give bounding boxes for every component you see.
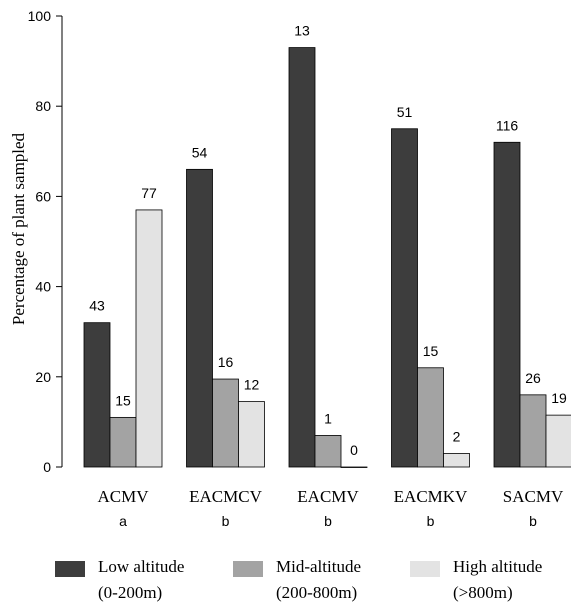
y-tick-label: 80: [35, 98, 51, 114]
category-label: EACMKV: [394, 487, 468, 506]
bar-count-label: 77: [141, 185, 157, 201]
bar-count-label: 2: [453, 428, 461, 444]
legend: Low altitude (0-200m) Mid-altitude (200-800…: [55, 557, 542, 602]
y-tick-label: 20: [35, 369, 51, 385]
bar: [545, 414, 571, 468]
bar-count-label: 51: [397, 104, 413, 120]
bar: [391, 128, 418, 468]
category-label: ACMV: [97, 487, 149, 506]
bar-count-label: 43: [89, 298, 105, 314]
category-label: SACMV: [503, 487, 564, 506]
bar: [340, 466, 368, 468]
bar-labels: 43 15 77 54 16 12 13 1 0 51 15 2 116 26 19: [89, 23, 567, 458]
bar: [519, 394, 547, 468]
legend-label-line1: Low altitude: [98, 557, 184, 576]
bar-count-label: 1: [324, 410, 332, 426]
group-letter: b: [222, 513, 230, 529]
bar-count-label: 13: [294, 23, 310, 39]
bar: [238, 401, 265, 468]
bar: [186, 168, 213, 468]
bar: [135, 209, 163, 468]
bar-count-label: 15: [423, 343, 439, 359]
y-tick-label: 100: [28, 8, 52, 24]
y-axis: 0 20 40 60 80 100: [28, 8, 63, 475]
bar-count-label: 12: [244, 377, 260, 393]
bar: [314, 435, 342, 468]
bar: [83, 322, 111, 468]
bar: [493, 141, 521, 468]
category-label: EACMV: [297, 487, 359, 506]
category-labels: ACMV a EACMCV b EACMV b EACMKV b SACMV b: [97, 487, 563, 529]
bar: [443, 453, 470, 468]
category-label: EACMCV: [189, 487, 262, 506]
bar-count-label: 15: [115, 392, 131, 408]
bar-count-label: 26: [525, 370, 541, 386]
bar-count-label: 19: [551, 390, 567, 406]
group-letter: a: [119, 513, 127, 529]
legend-label-line1: Mid-altitude: [276, 557, 361, 576]
bar-count-label: 16: [218, 354, 234, 370]
legend-label-line2: (>800m): [453, 583, 513, 602]
legend-label-line2: (0-200m): [98, 583, 162, 602]
bar-count-label: 54: [192, 144, 208, 160]
y-tick-label: 60: [35, 188, 51, 204]
bar: [288, 47, 316, 468]
y-axis-title: Percentage of plant sampled: [9, 132, 28, 325]
bar: [417, 367, 444, 468]
bars: [83, 47, 571, 468]
group-letter: b: [324, 513, 332, 529]
y-tick-label: 0: [43, 459, 51, 475]
legend-label-line2: (200-800m): [276, 583, 357, 602]
legend-swatch: [55, 561, 85, 577]
bar-count-label: 0: [350, 442, 358, 458]
bar: [109, 416, 137, 468]
group-letter: b: [427, 513, 435, 529]
bar: [212, 378, 239, 468]
legend-swatch: [233, 561, 263, 577]
group-letter: b: [529, 513, 537, 529]
legend-label-line1: High altitude: [453, 557, 542, 576]
legend-swatch: [410, 561, 440, 577]
bar-count-label: 116: [496, 117, 519, 133]
y-tick-label: 40: [35, 279, 51, 295]
